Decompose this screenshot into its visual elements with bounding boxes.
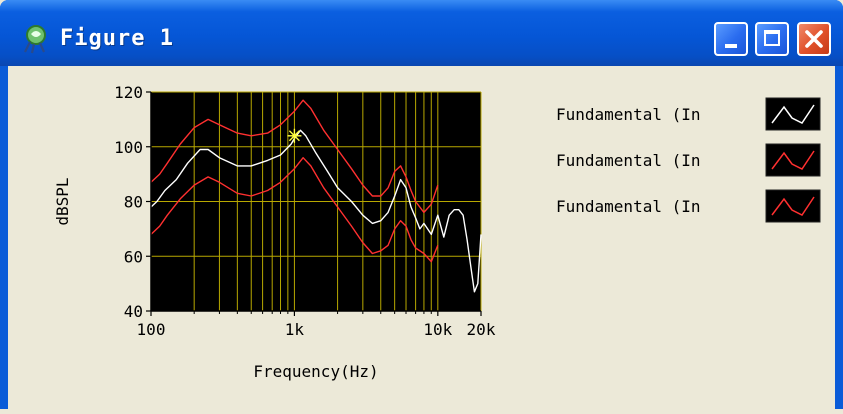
data-marker [287, 128, 302, 143]
title-bar[interactable]: Figure 1 [0, 0, 843, 66]
x-tick-label: 20k [467, 320, 496, 339]
y-axis-label: dBSPL [53, 177, 72, 225]
series-line-2 [150, 99, 439, 214]
x-tick-label: 10k [423, 320, 452, 339]
y-tick-label: 80 [124, 193, 143, 212]
legend-entry-1[interactable]: Fundamental (In [556, 97, 821, 131]
minimize-icon [725, 44, 737, 48]
legend-entry-3[interactable]: Fundamental (In [556, 189, 821, 223]
window-title: Figure 1 [60, 26, 174, 51]
legend-entry-2[interactable]: Fundamental (In [556, 143, 821, 177]
y-tick-label: 60 [124, 247, 143, 266]
legend-label: Fundamental (In [556, 197, 701, 216]
maximize-button[interactable] [755, 22, 789, 56]
maximize-icon [764, 30, 780, 46]
y-tick-label: 40 [124, 302, 143, 321]
legend-swatch [765, 97, 821, 131]
figure-client-area: 40 60 80 100 120 100 1k 10k 20k Frequency(Hz) dBSP… [8, 66, 835, 409]
legend-swatch [765, 143, 821, 177]
series-line-3 [150, 156, 439, 263]
series-line-1 [150, 129, 482, 293]
minimize-button[interactable] [714, 22, 748, 56]
legend-swatch-line [771, 104, 815, 124]
x-axis-label: Frequency(Hz) [253, 362, 378, 381]
x-tick-label: 100 [137, 320, 166, 339]
legend-swatch-line [771, 196, 815, 216]
legend-swatch [765, 189, 821, 223]
legend-label: Fundamental (In [556, 105, 701, 124]
x-tick-label: 1k [285, 320, 305, 339]
y-tick-label: 120 [114, 83, 143, 102]
y-tick-label: 100 [114, 138, 143, 157]
close-icon [805, 30, 823, 48]
matlab-figure-icon [24, 25, 46, 54]
legend-label: Fundamental (In [556, 151, 701, 170]
frequency-response-chart[interactable]: 40 60 80 100 120 100 1k 10k 20k Frequency(Hz) dBSP… [8, 66, 835, 409]
close-button[interactable] [797, 22, 831, 56]
legend-swatch-line [771, 150, 815, 170]
